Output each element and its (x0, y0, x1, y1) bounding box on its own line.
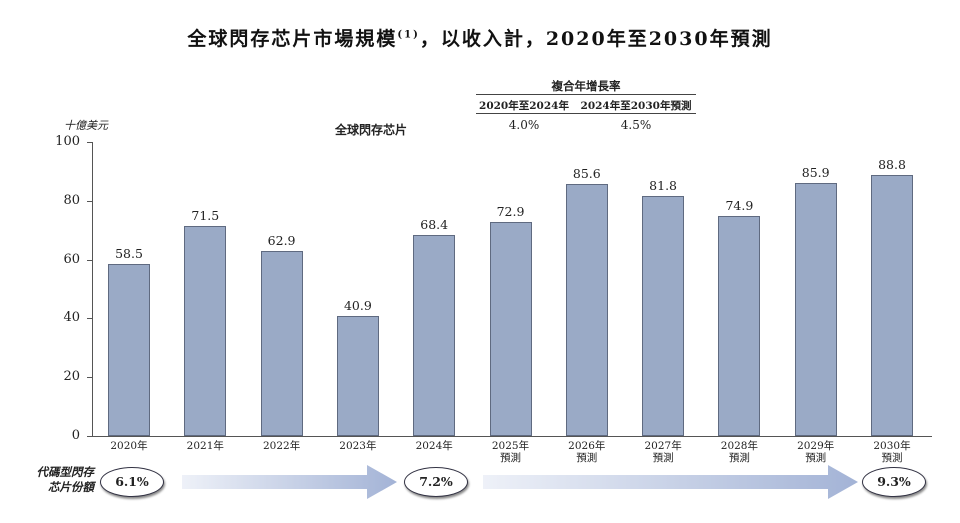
x-label-year: 2029年 (797, 440, 835, 452)
x-tick-label: 2029年 預測 (786, 440, 846, 464)
bar (413, 234, 456, 436)
x-label-forecast: 預測 (728, 452, 750, 464)
arrow-icon (182, 465, 397, 499)
cagr-value: 4.5% (620, 118, 652, 132)
title-footnote: (1) (397, 29, 420, 41)
cagr-col-label: 2020年至2024年 (479, 100, 569, 112)
bar (336, 315, 379, 436)
bar (489, 221, 532, 436)
bar-value-label: 88.8 (878, 156, 906, 172)
bar-value-label: 58.5 (115, 246, 143, 261)
x-tick-label: 2027年 預測 (633, 440, 693, 464)
share-label: 代碼型閃存 芯片份額 (14, 465, 95, 495)
y-tick (87, 318, 92, 320)
x-label-year: 2028年 (720, 440, 758, 452)
y-tick-label: 60 (63, 251, 80, 267)
x-label-forecast: 預測 (500, 452, 521, 464)
x-tick-label: 2028年 預測 (709, 440, 769, 464)
x-label-year: 2025年 (491, 440, 530, 452)
y-axis-unit: 十億美元 (64, 119, 108, 132)
cagr-value: 4.0% (508, 118, 540, 132)
x-label-year: 2021年 (186, 440, 224, 452)
y-tick-label: 40 (63, 310, 80, 326)
bar-value-label: 81.8 (649, 177, 678, 193)
bar (642, 195, 685, 436)
share-badge-2020: 6.1% (100, 467, 164, 497)
bar-value-label: 85.6 (572, 166, 601, 182)
share-label-line: 芯片份額 (48, 480, 94, 494)
x-tick-label: 2024年 (404, 440, 464, 452)
bar (108, 264, 150, 436)
x-label-forecast: 預測 (652, 452, 674, 464)
x-tick-label: 2025年 預測 (481, 440, 541, 464)
x-label-forecast: 預測 (576, 452, 598, 464)
x-tick-label: 2021年 (175, 440, 235, 452)
x-tick-label: 2026年 預測 (557, 440, 617, 464)
share-label-line: 代碼型閃存 (36, 465, 95, 479)
bar-value-label: 74.9 (725, 197, 754, 213)
bar (871, 174, 913, 436)
title-suffix: ，以收入計，2020年至2030年預測 (419, 28, 773, 50)
x-label-year: 2023年 (339, 440, 377, 452)
bar-value-label: 85.9 (801, 165, 830, 181)
x-label-year: 2020年 (110, 440, 148, 452)
cagr-divider (476, 94, 696, 95)
bar-value-label: 40.9 (343, 297, 372, 313)
y-tick-label: 80 (63, 192, 80, 208)
bar (184, 225, 227, 436)
y-tick-label: 100 (55, 134, 80, 149)
x-tick-label: 2022年 (252, 440, 312, 452)
y-tick (87, 259, 92, 261)
cagr-col-label: 2024年至2030年預測 (580, 100, 692, 112)
x-label-forecast: 預測 (805, 452, 827, 464)
bar-value-label: 72.9 (496, 203, 525, 219)
y-tick (87, 200, 92, 202)
bar-value-label: 62.9 (267, 233, 296, 249)
y-axis (92, 142, 93, 437)
cagr-divider (476, 113, 696, 114)
x-label-year: 2027年 (644, 440, 682, 452)
x-tick-label: 2030年 預測 (862, 440, 922, 464)
bar (718, 215, 761, 436)
y-tick (87, 377, 92, 379)
bar-value-label: 71.5 (191, 207, 220, 223)
cagr-header: 複合年增長率 (551, 79, 621, 93)
x-axis (92, 436, 932, 437)
x-label-forecast: 預測 (881, 452, 903, 464)
x-tick-label: 2020年 (99, 440, 159, 452)
bar (565, 184, 608, 436)
y-tick (87, 142, 92, 143)
y-tick (87, 436, 92, 437)
x-label-year: 2030年 (873, 440, 911, 452)
share-badge-2024: 7.2% (404, 467, 468, 497)
bar (260, 251, 303, 436)
x-label-year: 2022年 (262, 440, 301, 452)
x-label-year: 2024年 (415, 440, 453, 452)
title-text: 全球閃存芯片市場規模 (187, 28, 398, 50)
chart-title: 全球閃存芯片市場規模(1)，以收入計，2020年至2030年預測 (0, 24, 960, 51)
series-label: 全球閃存芯片 (335, 123, 408, 137)
bar (794, 183, 837, 436)
x-tick-label: 2023年 (328, 440, 388, 452)
bar-value-label: 68.4 (420, 216, 449, 232)
x-label-year: 2026年 (568, 440, 606, 452)
arrow-icon (483, 465, 858, 499)
share-badge-2030: 9.3% (862, 467, 926, 497)
y-tick-label: 20 (63, 369, 80, 385)
y-tick-label: 0 (71, 428, 80, 443)
